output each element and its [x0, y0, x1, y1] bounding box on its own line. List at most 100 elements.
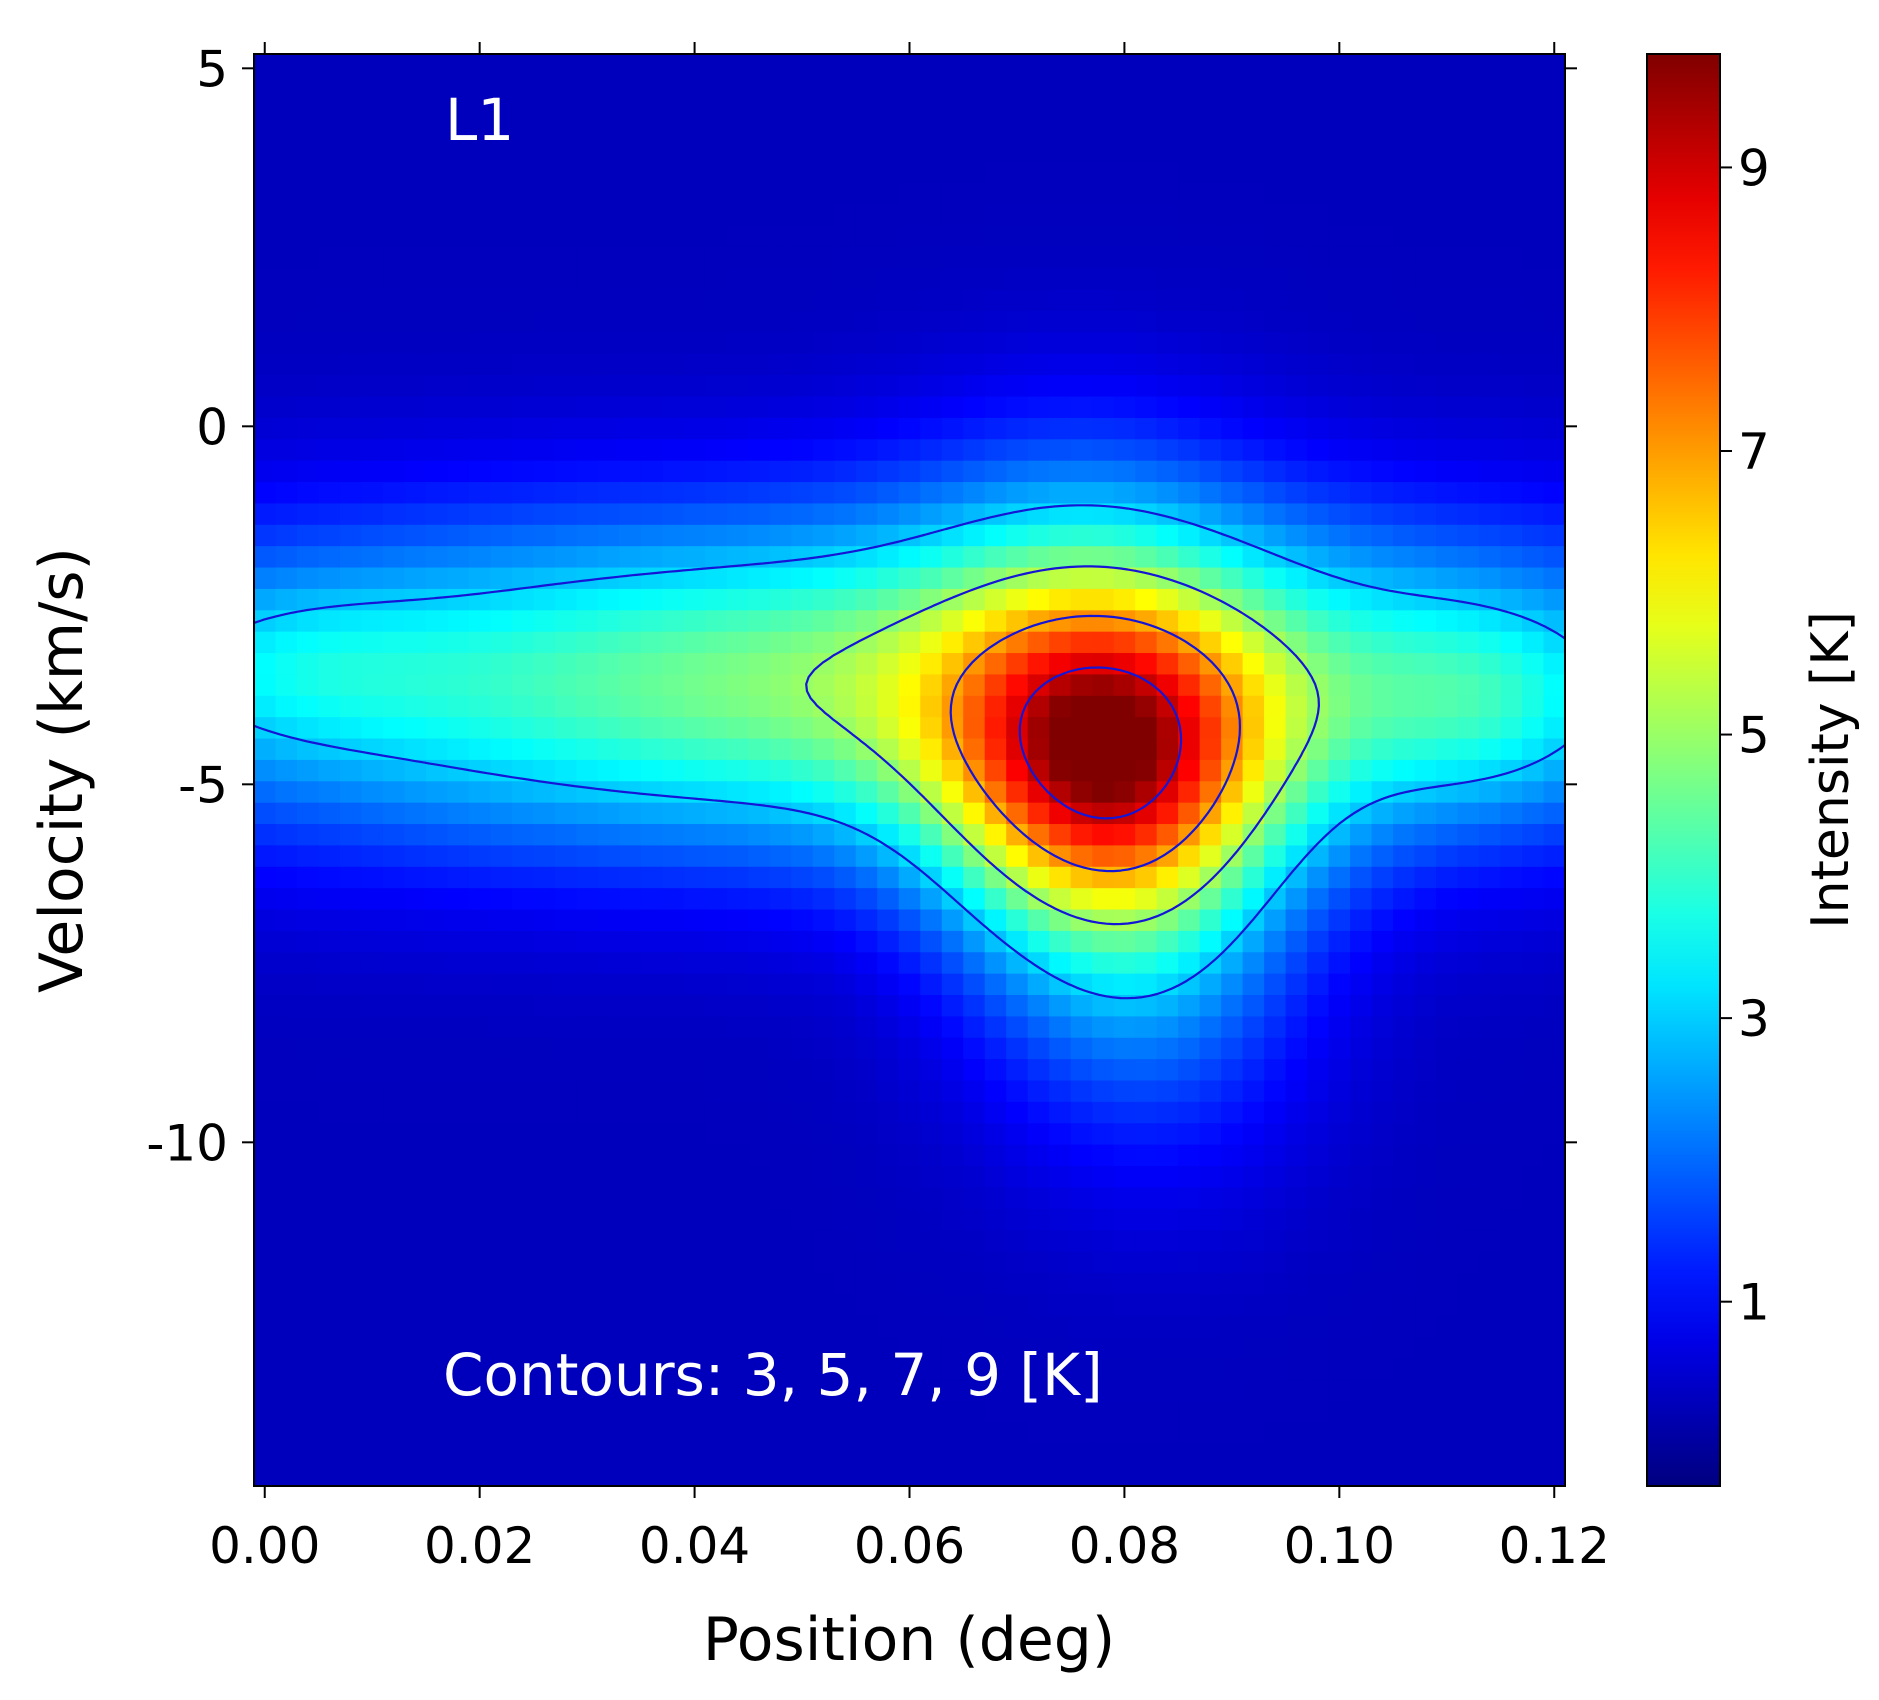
heatmap-cell [1307, 331, 1330, 354]
heatmap-cell [361, 973, 384, 996]
heatmap-cell [1070, 566, 1093, 589]
heatmap-cell [1522, 1293, 1545, 1316]
heatmap-cell [769, 524, 792, 547]
heatmap-cell [963, 566, 986, 589]
heatmap-cell [447, 203, 470, 226]
heatmap-cell [877, 566, 900, 589]
heatmap-cell [1092, 203, 1115, 226]
heatmap-cell [339, 930, 363, 953]
heatmap-cell [1242, 737, 1265, 760]
heatmap-cell [1371, 1464, 1394, 1486]
heatmap-cell [533, 951, 556, 974]
heatmap-cell [1414, 331, 1437, 354]
heatmap-cell [511, 160, 534, 183]
heatmap-cell [490, 139, 513, 162]
heatmap-cell [1328, 1443, 1351, 1466]
heatmap-cell [1027, 96, 1050, 119]
heatmap-cell [1350, 54, 1373, 76]
heatmap-cell [1113, 951, 1136, 974]
heatmap-cell [1285, 75, 1308, 98]
heatmap-cell [877, 374, 900, 397]
heatmap-cell [1285, 951, 1308, 974]
heatmap-cell [1156, 930, 1179, 953]
heatmap-cell [941, 908, 964, 931]
heatmap-cell [490, 182, 513, 205]
heatmap-cell [318, 887, 341, 910]
heatmap-cell [511, 1015, 534, 1038]
heatmap-cell [748, 224, 771, 247]
heatmap-cell [640, 96, 663, 119]
heatmap-cell [425, 973, 449, 996]
heatmap-cell [361, 802, 384, 825]
heatmap-cell [468, 1079, 492, 1102]
heatmap-cell [597, 780, 620, 803]
heatmap-cell [1092, 1079, 1115, 1102]
heatmap-cell [705, 1229, 728, 1252]
heatmap-cell [318, 908, 341, 931]
heatmap-cell [382, 737, 406, 760]
heatmap-cell [490, 631, 513, 654]
heatmap-cell [1221, 1079, 1244, 1102]
heatmap-cell [1049, 908, 1072, 931]
heatmap-cell [1264, 182, 1287, 205]
heatmap-cell [1006, 1015, 1029, 1038]
heatmap-cell [683, 994, 706, 1017]
heatmap-cell [1242, 438, 1265, 461]
heatmap-cell [447, 224, 470, 247]
heatmap-cell [1436, 866, 1459, 889]
heatmap-cell [1049, 1272, 1072, 1295]
heatmap-cell [1393, 182, 1416, 205]
heatmap-cell [382, 588, 406, 611]
heatmap-cell [576, 737, 599, 760]
heatmap-cell [748, 310, 771, 333]
heatmap-cell [791, 802, 814, 825]
heatmap-cell [296, 289, 320, 312]
heatmap-cell [1328, 289, 1351, 312]
heatmap-cell [683, 438, 706, 461]
heatmap-cell [447, 1443, 470, 1466]
heatmap-cell [254, 1122, 277, 1145]
heatmap-cell [1457, 1357, 1480, 1380]
heatmap-cell [1049, 395, 1072, 418]
heatmap-cell [640, 1357, 663, 1380]
heatmap-cell [1479, 1357, 1502, 1380]
heatmap-cell [1285, 673, 1308, 696]
heatmap-cell [662, 1186, 685, 1209]
heatmap-cell [1070, 310, 1093, 333]
heatmap-cell [791, 673, 814, 696]
heatmap-cell [1307, 1058, 1330, 1081]
heatmap-cell [1135, 246, 1158, 269]
heatmap-cell [339, 460, 363, 483]
heatmap-cell [1221, 417, 1244, 440]
heatmap-cell [1479, 566, 1502, 589]
heatmap-cell [275, 502, 298, 525]
heatmap-cell [748, 118, 771, 141]
heatmap-cell [1522, 887, 1545, 910]
heatmap-cell [1156, 1400, 1179, 1423]
heatmap-cell [1457, 331, 1480, 354]
heatmap-cell [877, 1101, 900, 1124]
heatmap-cell [834, 1186, 857, 1209]
heatmap-cell [834, 395, 857, 418]
heatmap-cell [1436, 374, 1459, 397]
heatmap-cell [1414, 780, 1437, 803]
heatmap-cell [812, 460, 835, 483]
heatmap-cell [275, 887, 298, 910]
heatmap-cell [1070, 417, 1093, 440]
heatmap-cell [769, 1144, 792, 1166]
heatmap-cell [1070, 118, 1093, 141]
heatmap-cell [468, 460, 492, 483]
heatmap-cell [898, 994, 921, 1017]
heatmap-cell [1178, 1272, 1201, 1295]
heatmap-cell [791, 395, 814, 418]
heatmap-cell [1092, 1122, 1115, 1145]
heatmap-cell [1457, 524, 1480, 547]
heatmap-cell [1135, 1058, 1158, 1081]
heatmap-cell [640, 802, 663, 825]
heatmap-cell [1199, 716, 1222, 739]
heatmap-cell [296, 609, 320, 632]
heatmap-cell [1113, 1058, 1136, 1081]
heatmap-cell [1285, 1015, 1308, 1038]
heatmap-cell [468, 246, 492, 269]
heatmap-cell [597, 374, 620, 397]
